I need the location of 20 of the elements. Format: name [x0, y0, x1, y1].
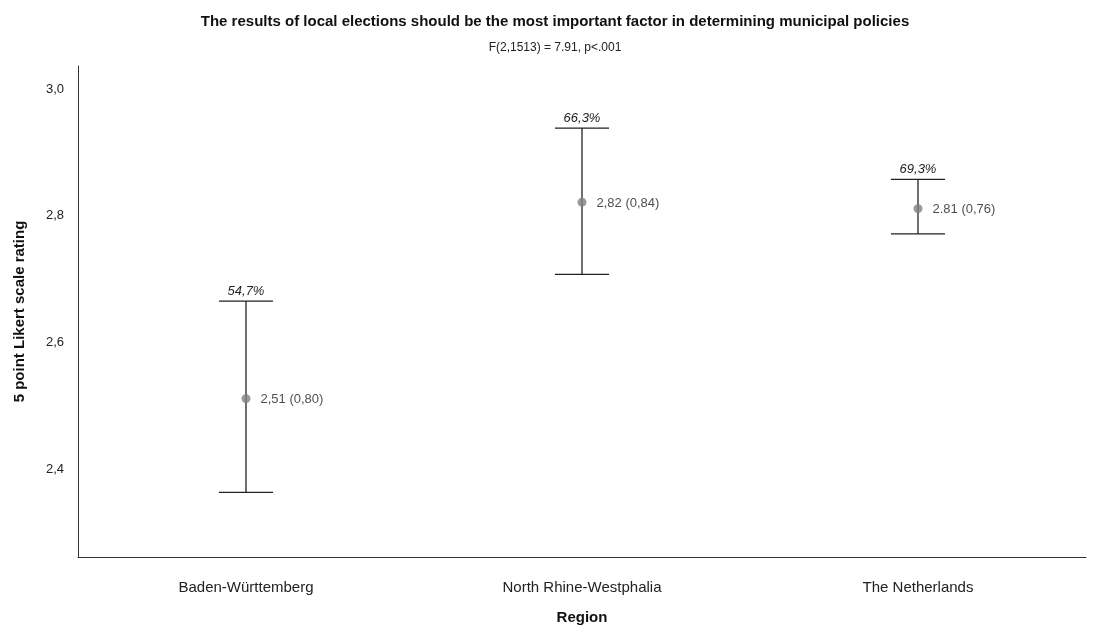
x-tick-label: North Rhine-Westphalia — [502, 578, 663, 595]
data-label: 2.81 (0,76) — [932, 201, 996, 217]
y-tick-label: 2,4 — [45, 460, 64, 476]
annotation: 54,7% — [227, 283, 265, 299]
annotation: 69,3% — [899, 161, 937, 177]
annotation: 66,3% — [563, 110, 601, 126]
x-axis-title: Region — [556, 608, 608, 625]
chart-title: The results of local elections should be the most important factor in determining municipal policies — [200, 12, 910, 29]
y-tick-label: 2,6 — [45, 334, 64, 350]
y-axis-title: 5 point Likert scale rating — [10, 220, 27, 403]
x-tick-label: Baden-Württemberg — [178, 578, 314, 595]
y-tick-label: 3,0 — [45, 80, 64, 96]
chart-subtitle: F(2,1513) = 7.91, p<.001 — [488, 40, 622, 54]
point — [577, 197, 587, 207]
data-label: 2,51 (0,80) — [260, 391, 324, 407]
point — [241, 394, 251, 404]
data-label: 2,82 (0,84) — [596, 194, 660, 210]
y-tick-label: 2,8 — [45, 207, 64, 223]
point — [913, 204, 923, 214]
x-tick-label: The Netherlands — [862, 578, 974, 595]
